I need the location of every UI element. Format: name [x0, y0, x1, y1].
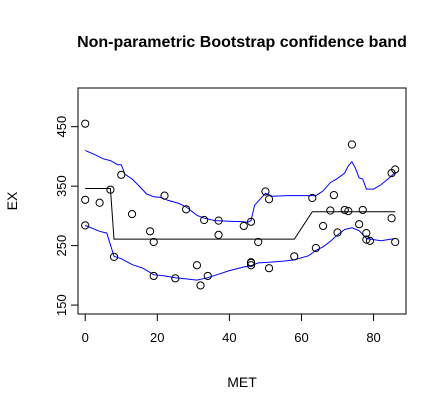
data-point	[196, 281, 205, 290]
data-point	[318, 221, 328, 231]
data-point	[95, 198, 104, 207]
data-point	[246, 261, 256, 270]
data-point	[362, 229, 371, 238]
data-point	[246, 258, 256, 267]
data-point	[254, 237, 263, 247]
data-point	[261, 187, 270, 196]
data-point	[340, 205, 349, 215]
lower-band-line	[85, 224, 396, 281]
data-point	[200, 215, 209, 225]
data-point	[81, 195, 90, 204]
data-point	[355, 220, 364, 229]
data-point	[387, 214, 396, 223]
data-point	[308, 193, 317, 203]
data-point	[109, 252, 119, 262]
data-point	[264, 264, 274, 273]
x-tick-label: 20	[150, 330, 164, 345]
data-point	[203, 271, 212, 281]
data-point	[264, 195, 274, 204]
data-point	[391, 237, 400, 247]
data-point	[192, 261, 202, 270]
y-tick-label: 250	[54, 235, 69, 257]
data-point	[311, 243, 320, 253]
data-point	[149, 271, 158, 281]
data-point	[117, 170, 126, 179]
data-point	[246, 217, 256, 226]
data-point	[214, 230, 223, 239]
data-point	[290, 252, 299, 261]
data-point	[81, 221, 90, 230]
data-point	[347, 140, 357, 149]
fit-line	[85, 188, 396, 240]
data-point	[171, 274, 180, 283]
data-point	[145, 227, 155, 236]
data-point	[326, 206, 335, 215]
x-axis-label: MET	[227, 374, 257, 390]
data-point	[362, 235, 371, 244]
data-point	[239, 221, 248, 231]
x-tick-label: 0	[82, 330, 89, 345]
x-tick-label: 60	[294, 330, 308, 345]
x-tick-label: 80	[366, 330, 380, 345]
upper-band-line	[84, 149, 396, 223]
data-point	[329, 190, 339, 200]
series-layer	[81, 119, 400, 290]
y-axis: 150 250 350 450	[54, 116, 79, 316]
data-point	[160, 191, 169, 200]
plot-frame	[77, 87, 407, 315]
data-point	[344, 207, 353, 216]
y-tick-label: 450	[54, 116, 69, 138]
data-point	[182, 205, 191, 214]
data-point	[333, 228, 342, 237]
x-tick-label: 40	[222, 330, 236, 345]
data-point	[365, 236, 375, 245]
y-tick-label: 150	[54, 294, 69, 316]
y-tick-label: 350	[54, 175, 69, 197]
data-point	[127, 209, 137, 219]
x-axis: 0 20 40 60 80	[82, 313, 381, 345]
data-point	[391, 165, 400, 174]
data-point	[358, 205, 367, 215]
y-axis-label: EX	[4, 191, 20, 210]
data-point	[81, 119, 90, 128]
data-point	[214, 216, 223, 225]
chart-title: Non-parametric Bootstrap confidence band	[77, 34, 407, 51]
data-point	[149, 237, 158, 247]
data-point	[106, 185, 115, 194]
